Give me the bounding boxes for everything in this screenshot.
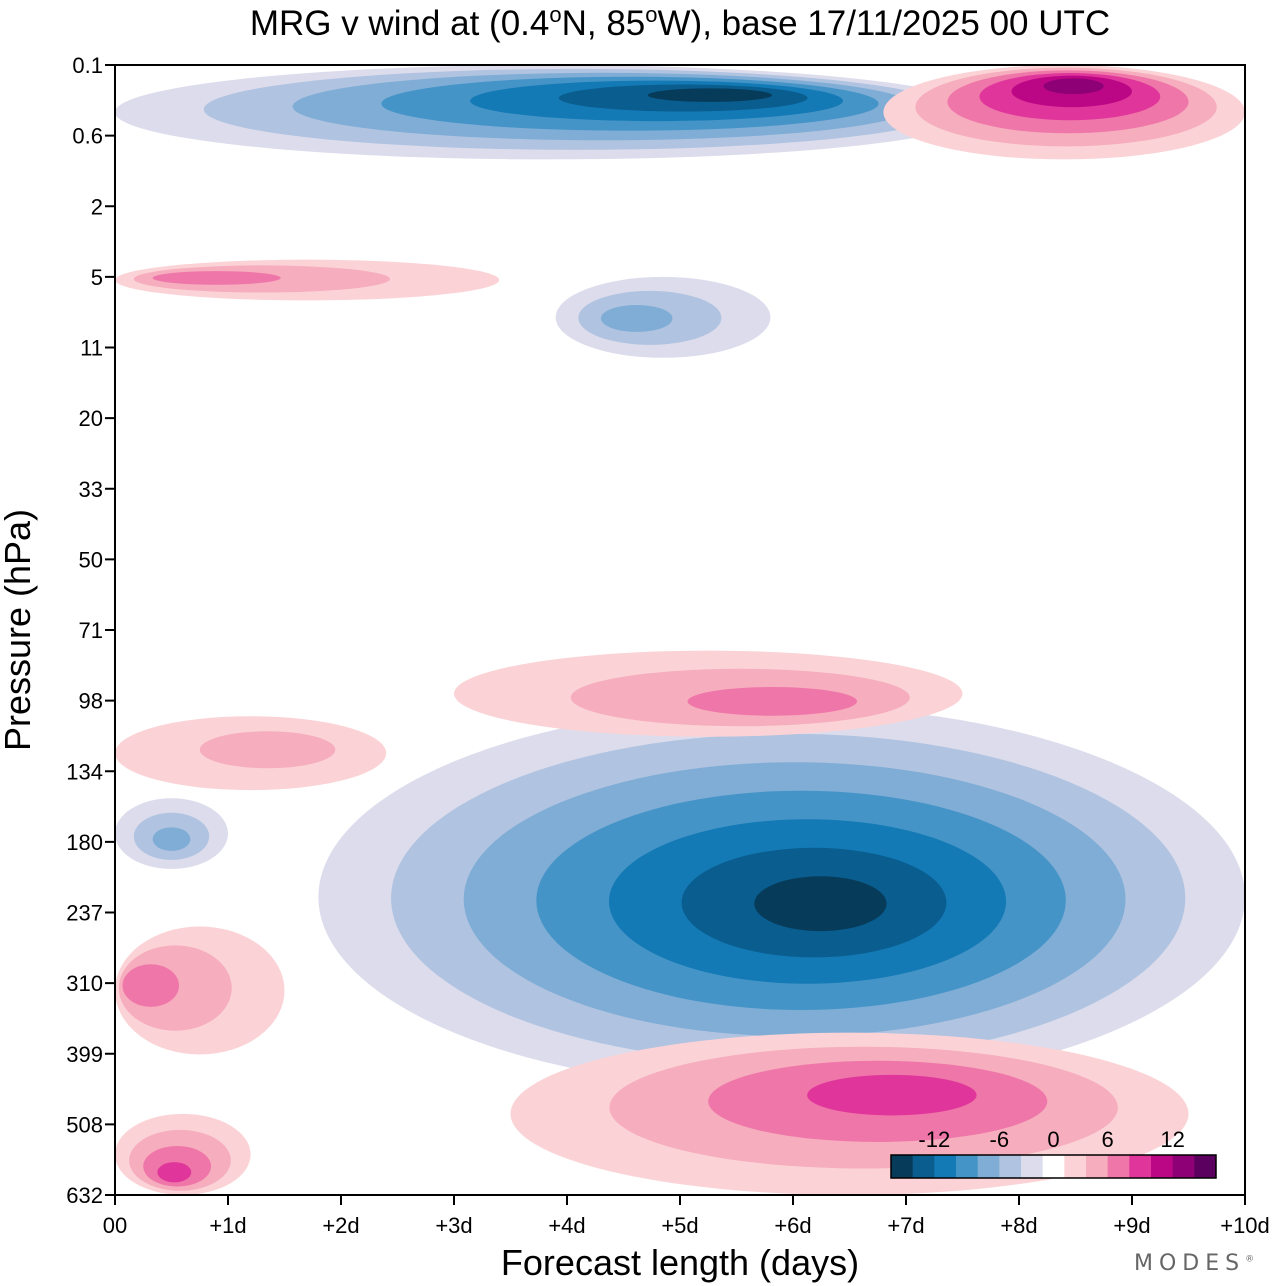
y-axis-label: Pressure (hPa) [0, 509, 38, 751]
x-tick-label: +2d [322, 1213, 359, 1238]
chart-title: MRG v wind at (0.4oN, 85oW), base 17/11/… [250, 2, 1110, 43]
colorbar-label: -6 [990, 1127, 1010, 1152]
y-tick-label: 71 [79, 618, 103, 643]
colorbar-bin [1194, 1155, 1217, 1178]
y-tick-label: 310 [66, 971, 103, 996]
x-tick-label: +7d [887, 1213, 924, 1238]
contour-fills [115, 65, 1245, 1195]
colorbar-bin [891, 1155, 914, 1178]
colorbar: -12 -6 0 6 12 [890, 1127, 1217, 1179]
colorbar-bin [1042, 1155, 1065, 1178]
colorbar-bin [912, 1155, 935, 1178]
x-axis: 00 +1d +2d +3d +4d +5d +6d +7d +8d +9d +10d [103, 1195, 1270, 1238]
colorbar-bin [1172, 1155, 1195, 1178]
y-tick-label: 632 [66, 1183, 103, 1208]
colorbar-bin [956, 1155, 979, 1178]
y-tick-label: 20 [79, 406, 103, 431]
y-tick-label: 0.6 [72, 124, 103, 149]
contour-fill-feature-11-level--7 [600, 304, 673, 332]
y-tick-label: 33 [79, 477, 103, 502]
x-axis-label: Forecast length (days) [501, 1242, 859, 1283]
contour-fill-feature-8-level--15 [647, 88, 773, 102]
x-tick-label: +6d [774, 1213, 811, 1238]
y-tick-label: 0.1 [72, 53, 103, 78]
colorbar-label: 6 [1102, 1127, 1114, 1152]
y-tick-label: 180 [66, 830, 103, 855]
contour-fill-feature-1-level--15 [754, 876, 887, 932]
x-tick-label: +3d [435, 1213, 472, 1238]
contour-fill-feature-2-level--7 [152, 827, 191, 851]
registered-mark: ® [1245, 1254, 1255, 1265]
colorbar-label: -12 [918, 1127, 950, 1152]
brand-text: MODES [1134, 1251, 1246, 1276]
colorbar-label: 12 [1160, 1127, 1184, 1152]
y-tick-label: 399 [66, 1042, 103, 1067]
x-tick-label: 00 [103, 1213, 127, 1238]
colorbar-bin [934, 1155, 957, 1178]
contour-fill-feature-10-level-7 [152, 271, 281, 285]
contour-fill-feature-6-level-5 [199, 731, 336, 769]
y-tick-label: 50 [79, 547, 103, 572]
colorbar-frame [890, 1154, 1217, 1179]
contour-fill-feature-5-level-7 [122, 964, 180, 1007]
colorbar-label: 0 [1047, 1127, 1059, 1152]
colorbar-bin [1021, 1155, 1044, 1178]
colorbar-bin [1086, 1155, 1109, 1178]
y-tick-label: 5 [91, 265, 103, 290]
x-tick-label: +8d [1000, 1213, 1037, 1238]
colorbar-bin [1064, 1155, 1087, 1178]
colorbar-bin [1151, 1155, 1174, 1178]
colorbar-bin [1107, 1155, 1130, 1178]
x-tick-label: +1d [209, 1213, 246, 1238]
x-tick-label: +9d [1113, 1213, 1150, 1238]
colorbar-bin [999, 1155, 1022, 1178]
contour-fill-feature-4-level-9 [157, 1162, 192, 1183]
contour-fill-feature-7-level-7 [687, 686, 858, 716]
modes-logo: MODES® [1134, 1251, 1254, 1276]
y-tick-label: 134 [66, 759, 103, 784]
y-tick-label: 237 [66, 901, 103, 926]
y-tick-label: 11 [80, 336, 103, 361]
x-tick-label: +5d [661, 1213, 698, 1238]
contour-fill-feature-3-level-9 [807, 1074, 977, 1116]
y-tick-label: 98 [79, 689, 103, 714]
y-axis: 0.1 0.6 2 5 11 20 33 50 71 98 134 180 237 310 399 508 63… [66, 53, 115, 1208]
y-tick-label: 508 [66, 1112, 103, 1137]
colorbar-bin [977, 1155, 1000, 1178]
y-tick-label: 2 [91, 194, 103, 219]
x-tick-label: +4d [548, 1213, 585, 1238]
colorbar-bin [1129, 1155, 1152, 1178]
contour-fill-feature-9-level-13 [1043, 78, 1104, 95]
x-tick-label: +10d [1220, 1213, 1270, 1238]
